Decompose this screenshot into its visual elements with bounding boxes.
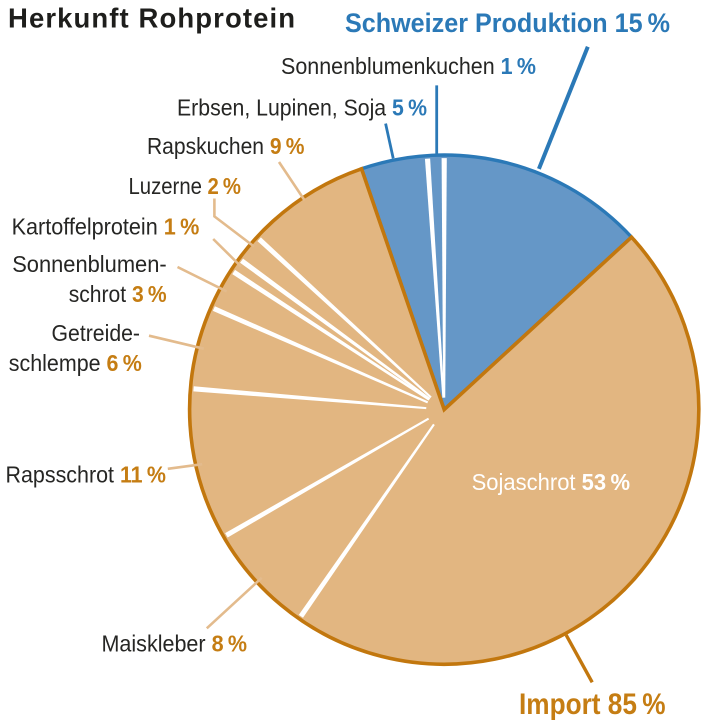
svg-text:Maiskleber 8 %: Maiskleber 8 %	[102, 630, 247, 656]
svg-text:Herkunft Rohprotein: Herkunft Rohprotein	[8, 3, 295, 34]
svg-text:Rapsschrot 11 %: Rapsschrot 11 %	[6, 461, 166, 487]
svg-text:Rapskuchen 9 %: Rapskuchen 9 %	[147, 133, 305, 159]
svg-text:schlempe 6 %: schlempe 6 %	[9, 350, 142, 376]
svg-text:Kartoffelprotein 1 %: Kartoffelprotein 1 %	[12, 213, 200, 239]
svg-text:Getreide-: Getreide-	[52, 320, 141, 346]
svg-text:Sonnenblumenkuchen 1 %: Sonnenblumenkuchen 1 %	[281, 53, 536, 79]
svg-text:Luzerne 2 %: Luzerne 2 %	[129, 173, 242, 199]
svg-text:Schweizer Produktion 15 %: Schweizer Produktion 15 %	[345, 8, 670, 38]
svg-text:schrot 3 %: schrot 3 %	[69, 281, 167, 307]
svg-text:Sonnenblumen-: Sonnenblumen-	[12, 251, 167, 277]
svg-text:Sojaschrot 53 %: Sojaschrot 53 %	[472, 469, 630, 495]
svg-text:Import 85 %: Import 85 %	[519, 688, 666, 720]
svg-text:Erbsen, Lupinen, Soja 5 %: Erbsen, Lupinen, Soja 5 %	[177, 95, 427, 121]
